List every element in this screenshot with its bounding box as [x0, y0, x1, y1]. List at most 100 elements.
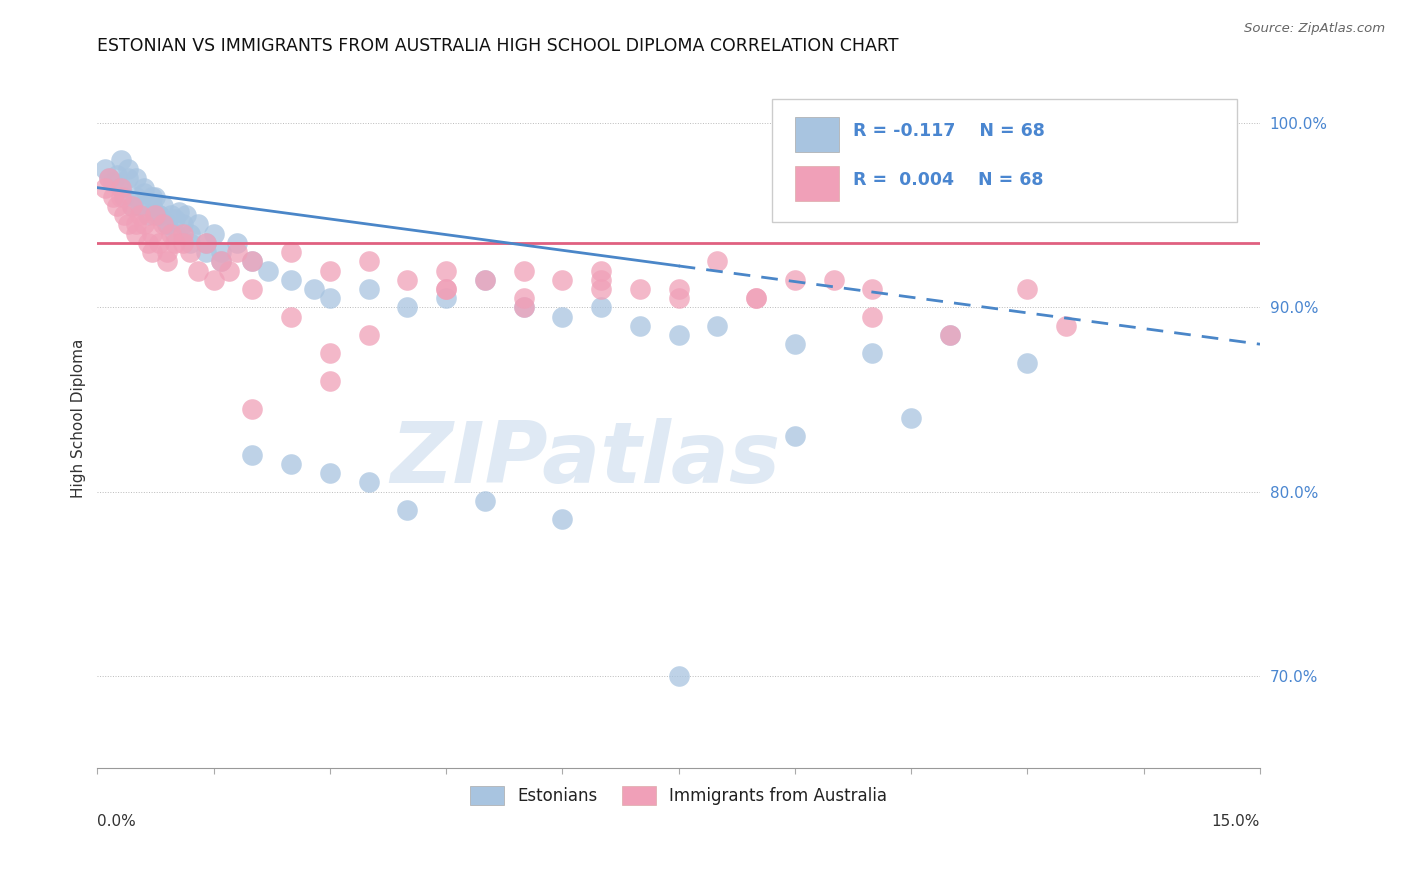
Point	[939, 328, 962, 343]
Point	[148, 208, 170, 222]
Point	[172, 218, 194, 232]
Point	[706, 318, 728, 333]
Point	[706, 254, 728, 268]
Point	[160, 227, 183, 241]
Point	[114, 208, 136, 222]
Point	[280, 310, 302, 324]
Point	[105, 199, 128, 213]
Point	[152, 199, 174, 213]
Point	[319, 346, 342, 360]
FancyBboxPatch shape	[794, 117, 839, 152]
Point	[783, 273, 806, 287]
Point	[117, 162, 139, 177]
Point	[783, 337, 806, 351]
Point	[101, 190, 124, 204]
Point	[187, 218, 209, 232]
Point	[1017, 282, 1039, 296]
Point	[136, 208, 159, 222]
Point	[823, 273, 845, 287]
Point	[240, 254, 263, 268]
Point	[110, 153, 132, 167]
Point	[172, 235, 194, 250]
Point	[319, 291, 342, 305]
Point	[121, 199, 143, 213]
Point	[156, 254, 179, 268]
Point	[240, 282, 263, 296]
Text: Source: ZipAtlas.com: Source: ZipAtlas.com	[1244, 22, 1385, 36]
Point	[209, 254, 232, 268]
Point	[94, 162, 117, 177]
Point	[110, 190, 132, 204]
Point	[94, 180, 117, 194]
Point	[474, 273, 496, 287]
Point	[136, 235, 159, 250]
Point	[257, 263, 280, 277]
Point	[396, 503, 419, 517]
Point	[591, 263, 613, 277]
Point	[129, 199, 152, 213]
Point	[862, 346, 884, 360]
Point	[172, 227, 194, 241]
Point	[396, 273, 419, 287]
Point	[202, 227, 225, 241]
Point	[591, 301, 613, 315]
Point	[141, 245, 163, 260]
Point	[434, 291, 457, 305]
Point	[202, 273, 225, 287]
Point	[357, 475, 380, 490]
Point	[512, 263, 534, 277]
Point	[668, 282, 690, 296]
Point	[240, 448, 263, 462]
Point	[474, 273, 496, 287]
Text: 15.0%: 15.0%	[1212, 814, 1260, 829]
Point	[117, 171, 139, 186]
Point	[862, 282, 884, 296]
Point	[280, 273, 302, 287]
Point	[209, 245, 232, 260]
Point	[125, 227, 148, 241]
Point	[900, 410, 922, 425]
Point	[132, 186, 155, 201]
Point	[280, 457, 302, 471]
Point	[156, 218, 179, 232]
Point	[225, 235, 247, 250]
Y-axis label: High School Diploma: High School Diploma	[72, 338, 86, 498]
Point	[145, 208, 167, 222]
Point	[121, 199, 143, 213]
Point	[194, 245, 217, 260]
Point	[434, 282, 457, 296]
Point	[179, 227, 201, 241]
Point	[240, 401, 263, 416]
Point	[668, 668, 690, 682]
Point	[551, 310, 574, 324]
Point	[152, 218, 174, 232]
Text: R = -0.117    N = 68: R = -0.117 N = 68	[853, 122, 1045, 140]
FancyBboxPatch shape	[794, 166, 839, 201]
Point	[783, 429, 806, 443]
Point	[110, 180, 132, 194]
Point	[474, 493, 496, 508]
Point	[1211, 116, 1233, 130]
Point	[98, 171, 121, 186]
Point	[745, 291, 768, 305]
Point	[862, 310, 884, 324]
Point	[591, 273, 613, 287]
Point	[110, 180, 132, 194]
Text: 0.0%: 0.0%	[97, 814, 136, 829]
Point	[628, 318, 651, 333]
Point	[187, 263, 209, 277]
Point	[240, 254, 263, 268]
Point	[668, 328, 690, 343]
Point	[125, 190, 148, 204]
Point	[167, 204, 190, 219]
Point	[280, 245, 302, 260]
Point	[396, 301, 419, 315]
Point	[132, 218, 155, 232]
Point	[668, 291, 690, 305]
Point	[745, 291, 768, 305]
Point	[512, 301, 534, 315]
Legend: Estonians, Immigrants from Australia: Estonians, Immigrants from Australia	[464, 780, 894, 812]
Point	[156, 245, 179, 260]
Point	[125, 218, 148, 232]
Text: ESTONIAN VS IMMIGRANTS FROM AUSTRALIA HIGH SCHOOL DIPLOMA CORRELATION CHART: ESTONIAN VS IMMIGRANTS FROM AUSTRALIA HI…	[97, 37, 898, 55]
